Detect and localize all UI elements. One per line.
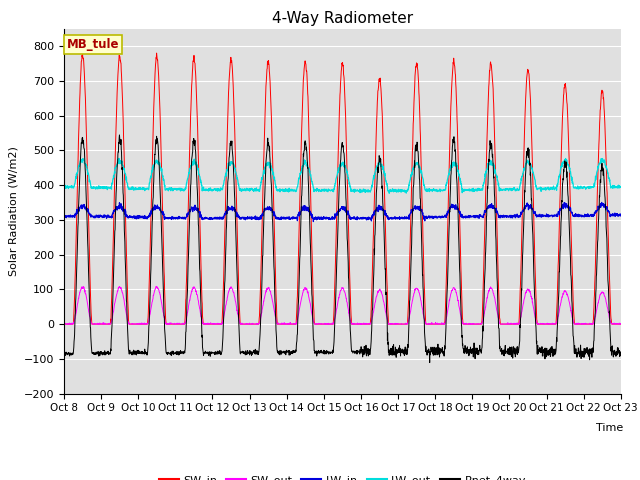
LW_out (584, 184, 591, 190)
Rnet_4way (505, 349, 513, 355)
LW_out (60, 182, 68, 188)
SW_out (617, 321, 625, 326)
SW_in (584, 321, 591, 327)
LW_out (568, 178, 576, 183)
SW_out (371, 301, 379, 307)
SW_in (60, 321, 68, 327)
LW_out (385, 191, 393, 196)
SW_in (359, 321, 367, 327)
LW_in (617, 212, 625, 217)
SW_in (216, 321, 223, 327)
Rnet_4way (426, 360, 433, 365)
LW_in (216, 215, 223, 220)
Rnet_4way (60, 353, 68, 359)
SW_out (60, 321, 68, 327)
LW_in (584, 212, 591, 218)
Rnet_4way (116, 132, 124, 138)
SW_in (371, 180, 379, 185)
Y-axis label: Solar Radiation (W/m2): Solar Radiation (W/m2) (8, 146, 18, 276)
Title: 4-Way Radiometer: 4-Way Radiometer (272, 11, 413, 26)
SW_in (617, 321, 625, 327)
Legend: SW_in, SW_out, LW_in, LW_out, Rnet_4way: SW_in, SW_out, LW_in, LW_out, Rnet_4way (154, 470, 531, 480)
Text: MB_tule: MB_tule (67, 38, 119, 51)
LW_out (115, 156, 123, 161)
SW_out (216, 321, 223, 327)
Rnet_4way (359, 354, 367, 360)
Rnet_4way (568, 300, 576, 306)
SW_out (504, 321, 512, 327)
LW_out (505, 188, 513, 193)
SW_in (568, 253, 575, 259)
Line: Rnet_4way: Rnet_4way (64, 135, 621, 362)
X-axis label: Time: Time (596, 423, 623, 433)
LW_in (371, 208, 379, 214)
LW_in (60, 214, 68, 219)
Line: SW_in: SW_in (64, 53, 621, 324)
SW_in (153, 50, 161, 56)
SW_in (504, 321, 512, 327)
LW_in (359, 215, 367, 220)
SW_out (568, 312, 575, 317)
LW_out (216, 187, 223, 193)
Rnet_4way (216, 350, 223, 356)
SW_out (359, 321, 367, 327)
LW_in (504, 213, 512, 219)
SW_out (153, 284, 161, 289)
LW_in (310, 219, 317, 225)
Rnet_4way (584, 351, 591, 357)
Line: LW_in: LW_in (64, 203, 621, 222)
SW_out (584, 321, 591, 327)
LW_in (598, 200, 605, 205)
LW_out (359, 188, 367, 194)
LW_out (371, 172, 379, 178)
LW_out (617, 183, 625, 189)
LW_in (568, 210, 575, 216)
Line: LW_out: LW_out (64, 158, 621, 193)
Rnet_4way (371, 233, 379, 239)
Rnet_4way (617, 350, 625, 356)
Line: SW_out: SW_out (64, 287, 621, 324)
